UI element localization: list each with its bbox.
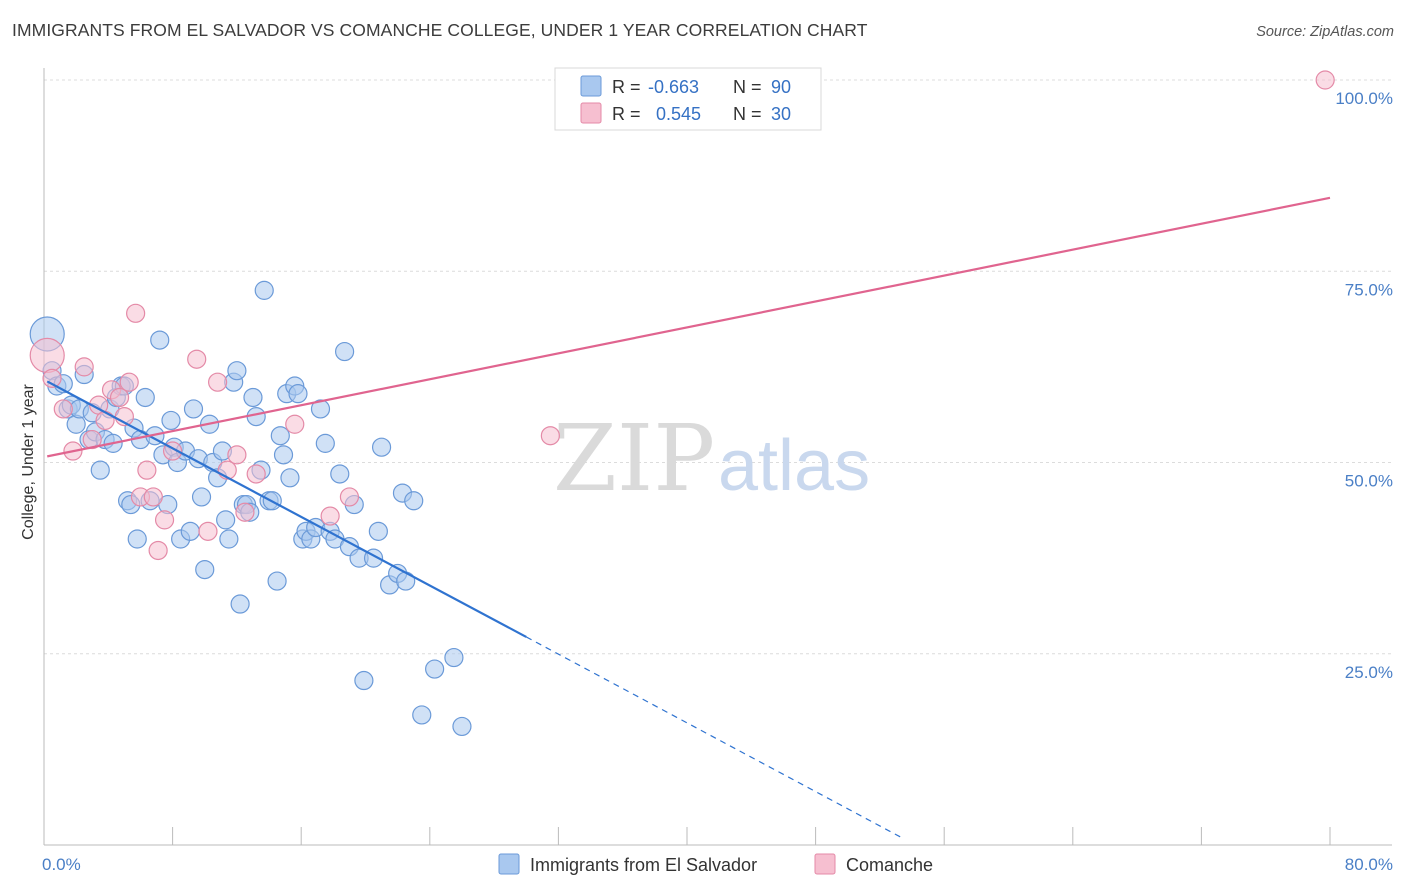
comanche-point <box>285 414 305 434</box>
comanche-point <box>53 399 73 419</box>
el-salvador-point <box>191 487 212 507</box>
el-salvador-point <box>135 387 155 408</box>
legend-r-value: -0.663 <box>648 77 699 97</box>
y-tick-label: 50.0% <box>1345 472 1393 491</box>
comanche-point <box>154 510 175 530</box>
el-salvador-point <box>280 468 300 488</box>
trend-lines <box>46 196 1331 840</box>
comanche-point <box>126 303 146 323</box>
comanche-point <box>109 387 130 408</box>
el-salvador-point <box>254 280 274 300</box>
comanche-point <box>227 445 247 465</box>
x-tick-label: 0.0% <box>42 855 81 874</box>
legend-swatch-el-salvador <box>498 853 520 875</box>
el-salvador-trend-line <box>46 380 527 638</box>
el-salvador-point <box>335 341 355 362</box>
chart-title: IMMIGRANTS FROM EL SALVADOR VS COMANCHE … <box>12 20 868 40</box>
legend-label-el-salvador: Immigrants from El Salvador <box>530 855 757 875</box>
legend-r-value: 0.545 <box>656 104 701 124</box>
chart-source: Source: ZipAtlas.com <box>1256 24 1394 40</box>
comanche-point <box>339 487 360 507</box>
legend-swatch-blue <box>580 75 602 97</box>
comanche-point <box>187 349 207 369</box>
legend-n-label: N = <box>733 77 762 97</box>
legend-n-value: 90 <box>771 77 791 97</box>
el-salvador-point <box>150 330 170 350</box>
el-salvador-point <box>183 399 204 419</box>
el-salvador-point <box>216 510 236 530</box>
legend-swatch-comanche <box>814 853 836 875</box>
comanche-point <box>148 540 168 561</box>
el-salvador-point <box>227 361 247 381</box>
comanche-point <box>198 521 218 541</box>
comanche-point <box>1315 70 1335 90</box>
comanche-point <box>208 372 228 392</box>
el-salvador-point <box>195 559 215 580</box>
el-salvador-point <box>161 410 181 431</box>
y-tick-label: 100.0% <box>1335 89 1393 108</box>
el-salvador-point <box>90 460 110 480</box>
y-tick-labels: 25.0% 50.0% 75.0% 100.0% <box>1335 89 1393 682</box>
comanche-point <box>29 337 65 373</box>
el-salvador-point <box>310 399 331 419</box>
comanche-point <box>95 410 115 431</box>
el-salvador-point <box>404 491 424 511</box>
el-salvador-point <box>270 426 290 446</box>
el-salvador-point <box>371 437 392 457</box>
axes <box>43 68 1392 846</box>
legend-r-label: R = <box>612 104 641 124</box>
grid-lines <box>44 79 1392 655</box>
watermark: ZIP atlas <box>553 405 870 512</box>
comanche-point <box>246 464 266 484</box>
x-tick-label: 80.0% <box>1345 855 1393 874</box>
comanche-point <box>540 426 560 446</box>
el-salvador-point <box>127 529 147 549</box>
comanche-point <box>137 460 157 480</box>
el-salvador-point <box>412 705 432 725</box>
el-salvador-point <box>243 387 263 408</box>
watermark-atlas: atlas <box>718 426 870 506</box>
el-salvador-point <box>180 521 200 541</box>
comanche-point <box>74 357 94 377</box>
el-salvador-point <box>444 647 464 668</box>
legend-label-comanche: Comanche <box>846 855 933 875</box>
el-salvador-trend-extension <box>525 636 905 840</box>
comanche-point <box>42 368 62 388</box>
el-salvador-point <box>354 670 374 691</box>
el-salvador-point <box>267 571 287 591</box>
comanche-point <box>82 429 102 450</box>
y-axis-label: College, Under 1 year <box>20 384 37 540</box>
comanche-point <box>119 372 139 392</box>
series-legend: Immigrants from El Salvador Comanche <box>498 853 933 875</box>
comanche-point <box>143 487 163 507</box>
legend-n-label: N = <box>733 104 762 124</box>
el-salvador-point <box>288 384 308 404</box>
el-salvador-point <box>368 521 388 541</box>
comanche-trend-line <box>46 196 1331 458</box>
el-salvador-point <box>315 433 335 453</box>
el-salvador-point <box>273 445 294 465</box>
el-salvador-point <box>330 464 350 484</box>
legend-n-value: 30 <box>771 104 791 124</box>
el-salvador-point <box>452 716 472 737</box>
correlation-legend: R = -0.663 N = 90 R = 0.545 N = 30 <box>554 67 822 131</box>
el-salvador-point <box>425 659 445 679</box>
el-salvador-point <box>230 594 250 614</box>
legend-r-label: R = <box>612 77 641 97</box>
el-salvador-point <box>219 529 239 549</box>
watermark-zip: ZIP <box>553 405 715 512</box>
comanche-point <box>235 502 255 522</box>
x-tick-labels: 0.0% 80.0% <box>42 855 1393 874</box>
y-tick-label: 75.0% <box>1345 280 1393 299</box>
data-points <box>29 70 1335 737</box>
y-tick-label: 25.0% <box>1345 663 1393 682</box>
legend-swatch-pink <box>580 102 602 124</box>
comanche-point <box>320 506 340 526</box>
